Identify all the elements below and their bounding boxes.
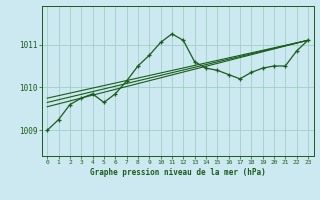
X-axis label: Graphe pression niveau de la mer (hPa): Graphe pression niveau de la mer (hPa): [90, 168, 266, 177]
